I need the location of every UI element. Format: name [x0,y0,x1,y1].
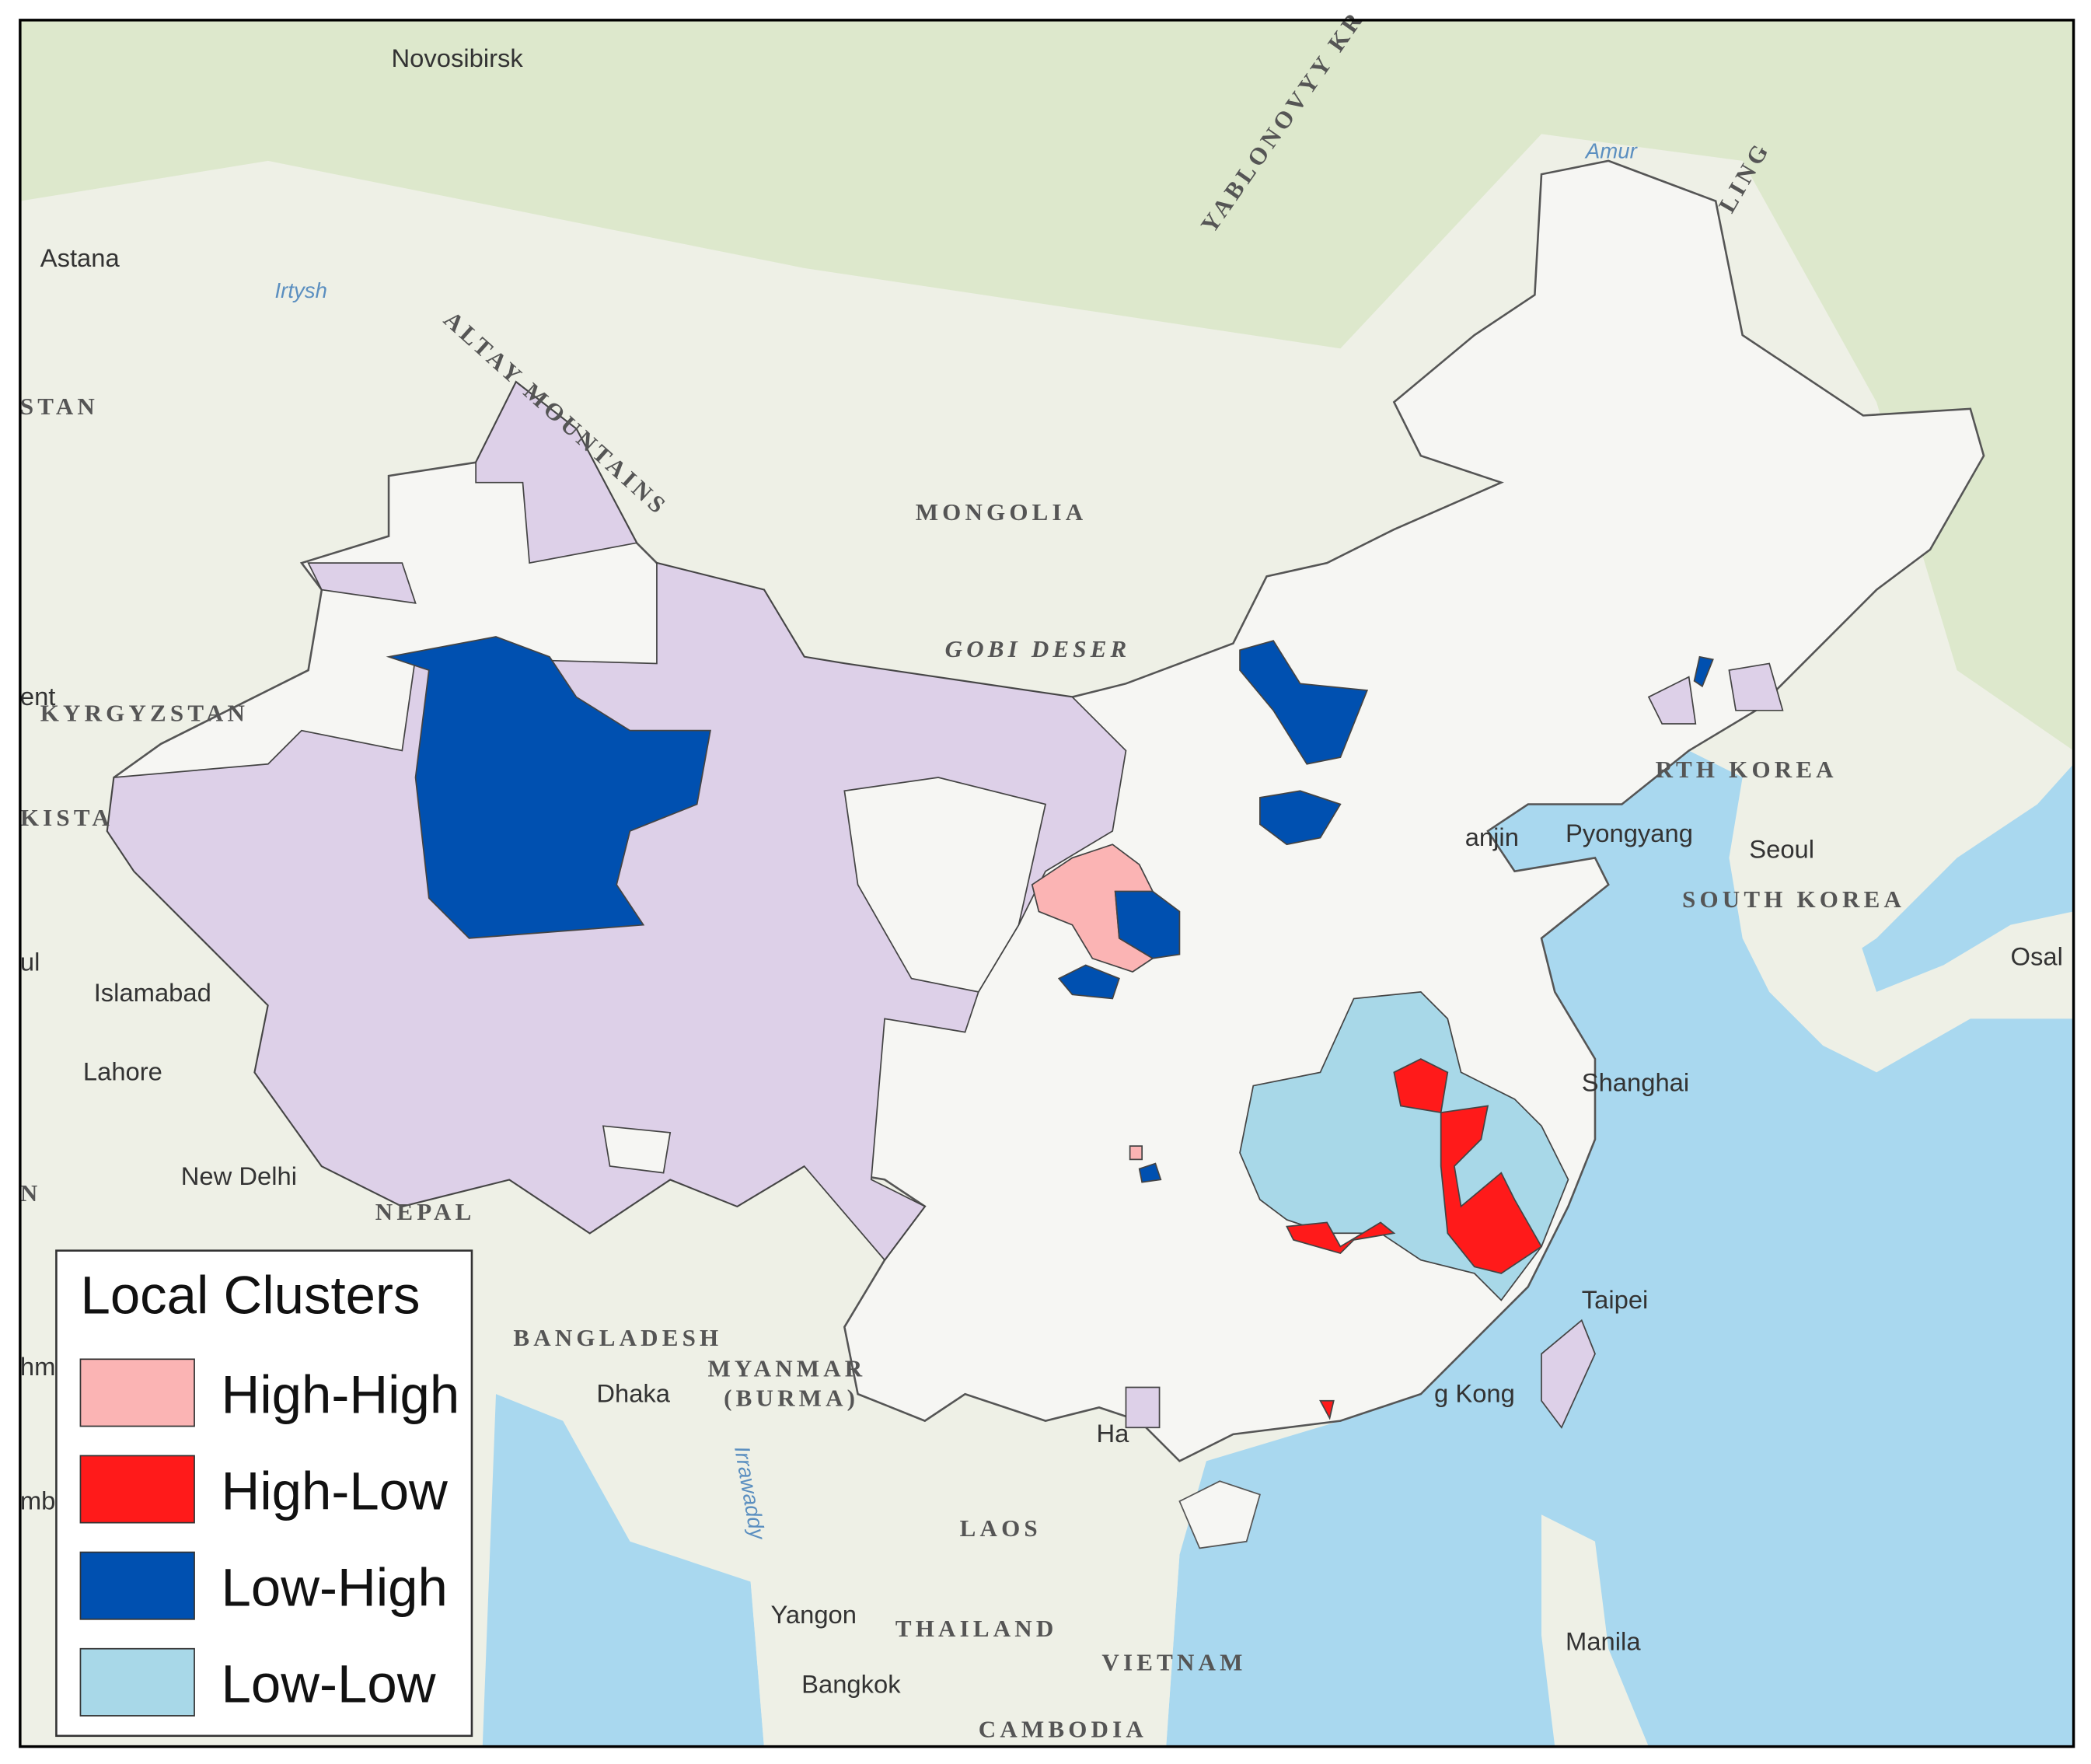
place-label: mb [20,1486,56,1514]
place-label: hm [20,1352,56,1381]
place-label: CAMBODIA [979,1716,1147,1743]
place-label: New Delhi [181,1161,297,1190]
place-label: Pyongyang [1566,819,1693,847]
place-label: VIETNAM [1101,1648,1246,1675]
place-label: KISTA [20,804,113,831]
purple-region [1541,1319,1596,1429]
philippines-land [1541,1514,1649,1747]
legend-swatch [79,1358,195,1427]
place-label: ul [20,947,40,976]
place-label: GOBI DESER [945,635,1131,662]
place-label: Amur [1584,138,1639,162]
map-frame [19,19,2075,1748]
place-label: Ha [1097,1419,1130,1448]
place-label: N [20,1179,42,1207]
korea-japan-land [1742,884,2074,1073]
place-label: SOUTH KOREA [1682,885,1905,913]
place-label: (BURMA) [724,1385,859,1412]
place-label: NEPAL [375,1198,476,1225]
legend-label: High-Low [222,1461,449,1521]
purple-region [475,381,638,564]
place-label: Taipei [1582,1285,1649,1314]
place-label: Osal [2011,941,2063,970]
place-label: Yangon [771,1600,857,1629]
legend-label: Low-High [222,1558,448,1618]
place-label: Manila [1566,1626,1641,1655]
place-label: Bangkok [801,1670,901,1699]
place-label: STAN [20,393,99,420]
place-label: MYANMAR [707,1355,866,1382]
place-label: RTH KOREA [1656,756,1838,783]
cluster-region [1286,1058,1543,1420]
forest-area [19,19,2074,751]
place-label: ent [20,682,56,711]
legend-swatch [79,1455,195,1524]
place-label: Lahore [83,1057,162,1086]
cluster-region [386,636,1714,1183]
white-region [602,777,1047,1174]
place-label: Dhaka [596,1378,670,1407]
place-label: g Kong [1434,1378,1515,1407]
legend-label: Low-Low [222,1654,436,1714]
place-label: Islamabad [94,978,211,1007]
bay-of-bengal [482,1394,764,1747]
legend-swatch [79,1647,195,1717]
legend-swatch [79,1551,195,1620]
place-label: Novosibirsk [392,44,524,72]
place-label: Shanghai [1582,1067,1689,1096]
place-label: anjin [1465,823,1519,851]
hainan [1178,1480,1261,1549]
legend-label: High-High [222,1364,460,1424]
place-label: KYRGYZSTAN [40,700,249,727]
place-label: BANGLADESH [513,1324,722,1351]
place-label: Astana [40,243,120,272]
place-label: THAILAND [895,1615,1058,1642]
purple-region [307,562,417,604]
indochina-land [750,1420,1180,1747]
purple-region [1125,662,1784,1429]
place-label: Seoul [1749,834,1814,863]
place-label: MONGOLIA [916,498,1087,526]
place-label: Irtysh [274,278,326,302]
place-label: LAOS [960,1514,1042,1542]
legend: Local Clusters High-High High-Low Low-Hi… [55,1249,473,1738]
legend-title: Local Clusters [80,1266,420,1326]
